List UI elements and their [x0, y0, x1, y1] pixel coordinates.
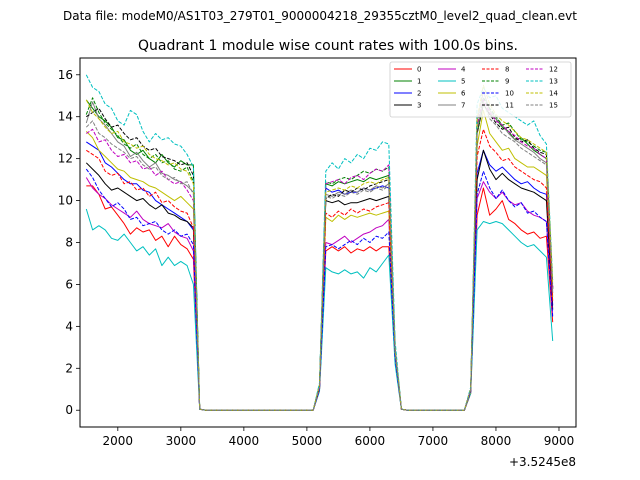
chart-title: Quadrant 1 module wise count rates with … — [138, 38, 518, 54]
series-13-line — [85, 74, 554, 411]
y-tick-label: 4 — [65, 319, 73, 333]
legend-label-8: 8 — [505, 66, 509, 74]
legend-label-14: 14 — [549, 90, 558, 98]
series-1-line — [85, 99, 554, 411]
x-tick-label: 9000 — [544, 434, 575, 448]
legend-label-9: 9 — [505, 78, 509, 86]
series-12-line — [86, 99, 554, 411]
series-5-line — [85, 208, 554, 411]
series-layer — [85, 74, 554, 411]
legend-label-13: 13 — [549, 78, 558, 86]
legend-label-10: 10 — [505, 90, 514, 98]
y-tick-label: 6 — [65, 277, 73, 291]
x-tick-label: 8000 — [481, 434, 512, 448]
legend-label-0: 0 — [417, 66, 421, 74]
series-10-line — [85, 168, 554, 411]
legend-label-3: 3 — [417, 102, 421, 110]
legend-frame — [389, 61, 572, 118]
x-tick-label: 6000 — [355, 434, 386, 448]
x-axis: 2000 3000 4000 5000 6000 7000 8000 9000 — [103, 427, 575, 448]
legend-label-6: 6 — [461, 90, 466, 98]
plot-area: 2000 3000 4000 5000 6000 7000 8000 9000 0246810… — [58, 57, 577, 469]
legend-label-7: 7 — [461, 102, 465, 110]
y-tick-label: 14 — [58, 110, 73, 124]
legend-label-5: 5 — [461, 78, 465, 86]
legend-label-1: 1 — [417, 78, 421, 86]
y-axis: 0 2 4 6 8 10 12 14 16 — [58, 68, 80, 417]
series-11-line — [86, 103, 554, 411]
legend-label-12: 12 — [549, 66, 558, 74]
y-tick-label: 16 — [58, 68, 73, 82]
legend-label-15: 15 — [549, 102, 558, 110]
x-tick-label: 4000 — [229, 434, 260, 448]
y-tick-label: 12 — [58, 152, 73, 166]
legend-label-4: 4 — [461, 66, 466, 74]
series-9-line — [85, 97, 554, 411]
y-tick-label: 8 — [65, 236, 73, 250]
y-tick-label: 10 — [58, 194, 73, 208]
x-tick-label: 2000 — [103, 434, 134, 448]
y-tick-label: 2 — [65, 361, 73, 375]
x-tick-label: 3000 — [166, 434, 197, 448]
y-tick-label: 0 — [65, 403, 73, 417]
legend-label-2: 2 — [417, 90, 421, 98]
legend-label-11: 11 — [505, 102, 514, 110]
x-axis-offset-label: +3.5245e8 — [509, 455, 576, 469]
x-tick-label: 5000 — [292, 434, 323, 448]
x-tick-label: 7000 — [418, 434, 449, 448]
series-15-line — [85, 101, 554, 411]
figure-suptitle: Data file: modeM0/AS1T03_279T01_90000042… — [63, 9, 577, 23]
